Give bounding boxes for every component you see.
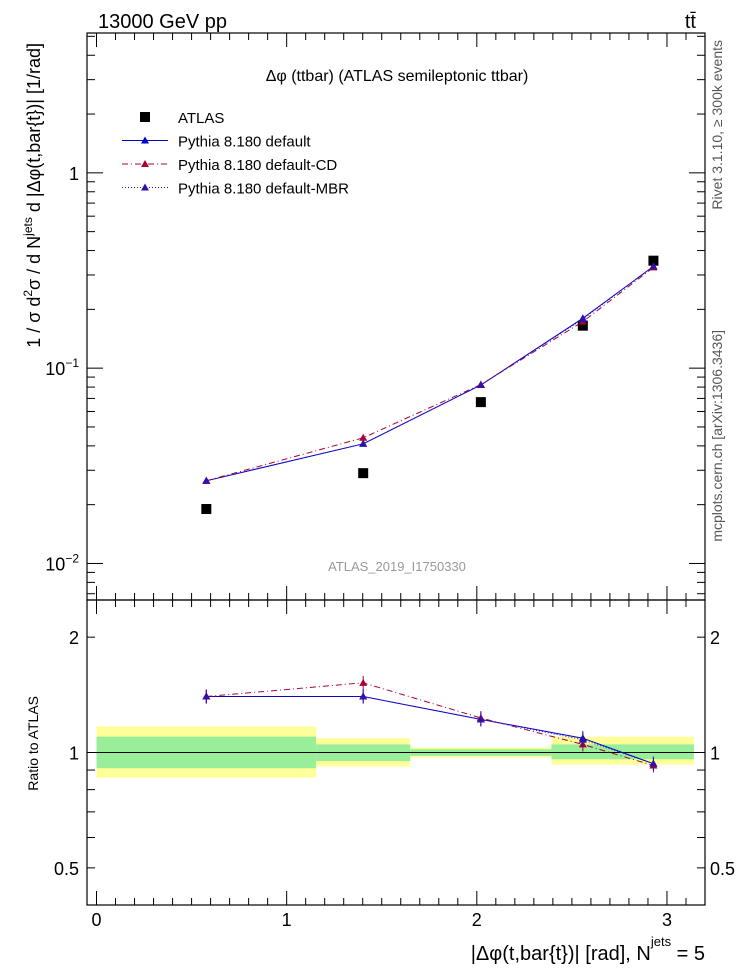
legend-marker <box>141 160 149 167</box>
legend-label: Pythia 8.180 default <box>178 134 311 151</box>
ratio-series-marker-2 <box>359 692 368 700</box>
main-series-marker-2 <box>359 433 368 441</box>
main-y-tick-label: 10−2 <box>45 551 79 574</box>
main-series-marker-3 <box>649 262 658 270</box>
main-series-marker-3 <box>359 439 368 447</box>
watermark: ATLAS_2019_I1750330 <box>328 559 466 574</box>
main-series-marker-3 <box>578 315 587 323</box>
ratio-y-tick-label-right: 1 <box>710 744 720 764</box>
x-tick-label: 1 <box>282 910 292 930</box>
legend-entry: Pythia 8.180 default-CD <box>122 157 337 174</box>
legend-entry: Pythia 8.180 default <box>122 134 311 151</box>
ratio-y-tick-label-right: 2 <box>710 628 720 648</box>
atlas-data-point <box>475 397 486 408</box>
ratio-y-tick-label-left: 2 <box>69 628 79 648</box>
ratio-y-tick-label-left: 1 <box>69 744 79 764</box>
ratio-series-line-1 <box>206 682 654 766</box>
ratio-y-axis-label: Ratio to ATLAS <box>25 696 41 791</box>
main-series-marker-3 <box>476 380 485 388</box>
main-panel: Δφ (ttbar) (ATLAS semileptonic ttbar) AT… <box>21 32 706 601</box>
legend-label: Pythia 8.180 default-CD <box>178 157 337 174</box>
ratio-panel: Ratio to ATLAS |Δφ(t,bar{t})| [rad], Nje… <box>25 599 735 965</box>
mcplots-label: mcplots.cern.ch [arXiv:1306.3436] <box>709 330 725 542</box>
main-y-axis-label: 1 / σ d2σ / d Njets d |Δφ(t,bar{t})| [1/… <box>21 43 44 348</box>
legend-label: ATLAS <box>178 110 224 127</box>
main-y-tick-label: 10−1 <box>45 356 79 379</box>
main-y-tick-label: 1 <box>69 164 79 184</box>
atlas-data-point <box>201 504 212 515</box>
atlas-data-point <box>358 468 369 479</box>
x-axis-label: |Δφ(t,bar{t})| [rad], Njets = 5 <box>471 934 705 965</box>
atlas-data-point <box>648 255 659 266</box>
ratio-y-tick-label-right: 0.5 <box>710 859 735 879</box>
x-tick-label: 3 <box>662 910 672 930</box>
ratio-series-marker-2 <box>649 759 658 767</box>
main-title: Δφ (ttbar) (ATLAS semileptonic ttbar) <box>266 68 529 85</box>
ratio-frame <box>86 599 706 906</box>
legend-marker <box>140 112 150 122</box>
ratio-series-marker-2 <box>578 735 587 743</box>
legend-entry: ATLAS <box>140 110 224 127</box>
main-series-line-2 <box>206 267 654 482</box>
legend-marker <box>141 136 149 144</box>
main-series-marker-3 <box>202 476 211 484</box>
ratio-band-inner <box>551 744 694 760</box>
atlas-data-point <box>577 320 588 331</box>
legend-label: Pythia 8.180 default-MBR <box>178 181 349 198</box>
ratio-series-marker-1 <box>359 678 368 686</box>
legend-entry: Pythia 8.180 default-MBR <box>122 181 349 198</box>
x-tick-label: 0 <box>91 910 101 930</box>
ratio-series-marker-2 <box>476 715 485 723</box>
main-series-line-1 <box>206 265 654 482</box>
rivet-label: Rivet 3.1.10, ≥ 300k events <box>709 40 725 210</box>
energy-label: 13000 GeV pp <box>98 11 227 33</box>
main-series-line-3 <box>206 265 654 482</box>
legend-marker <box>141 183 149 191</box>
ratio-series-marker-2 <box>202 692 211 700</box>
x-tick-label: 2 <box>472 910 482 930</box>
process-label: tt̄ <box>685 11 697 33</box>
ratio-y-tick-label-left: 0.5 <box>54 859 79 879</box>
